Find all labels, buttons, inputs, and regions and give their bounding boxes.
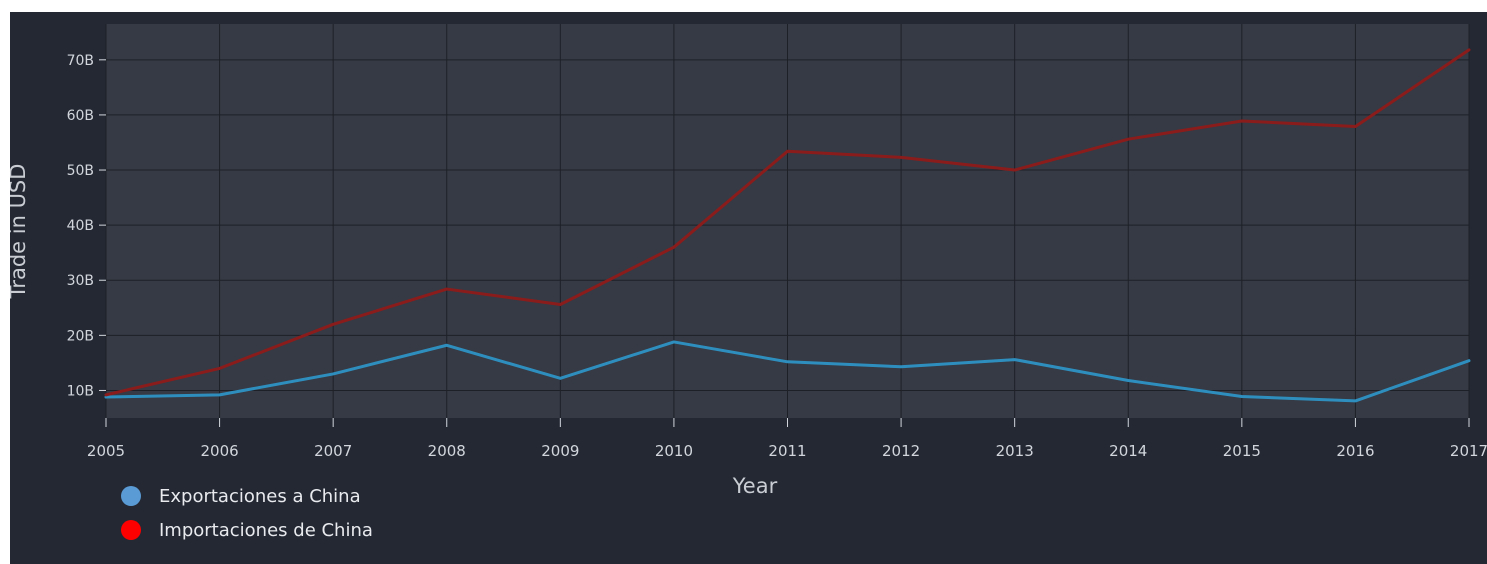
x-tick-label: 2016 [1336,442,1374,460]
x-axis-title: Year [732,474,778,498]
y-tick-label: 20B [67,328,94,344]
series-line-importaciones[interactable] [104,48,1471,397]
series-line-exportaciones[interactable] [104,340,1471,403]
y-tick-label: 60B [67,108,94,124]
x-tick-label: 2005 [87,442,125,460]
y-tick-label: 10B [67,383,94,399]
x-tick-label: 2010 [655,442,693,460]
y-tick-label: 50B [67,163,94,179]
legend-label-importaciones[interactable]: Importaciones de China [159,520,373,541]
x-tick-label: 2009 [541,442,579,460]
legend: Exportaciones a China Importaciones de C… [121,486,373,541]
y-tick-label: 70B [67,53,94,69]
x-tick-label: 2011 [768,442,806,460]
x-tick-label: 2017 [1450,442,1487,460]
y-tick-label: 30B [67,273,94,289]
series-layer [104,48,1471,403]
x-tick-label: 2006 [200,442,238,460]
y-axis-ticks: 10B 20B 30B 40B 50B 60B 70B [67,53,106,399]
x-tick-label: 2012 [882,442,920,460]
x-tick-label: 2007 [314,442,352,460]
y-tick-label: 40B [67,218,94,234]
legend-label-exportaciones[interactable]: Exportaciones a China [159,486,361,507]
x-tick-label: 2008 [428,442,466,460]
legend-marker-importaciones[interactable] [121,520,141,540]
legend-marker-exportaciones[interactable] [121,486,141,506]
x-tick-label: 2013 [996,442,1034,460]
grid-lines [105,24,1470,418]
x-tick-label: 2014 [1109,442,1147,460]
x-tick-label: 2015 [1223,442,1261,460]
y-axis-title: Trade in USD [10,164,30,300]
x-axis-ticks: 2005 2006 2007 2008 2009 2010 2011 2012 2013 2014… [87,418,1487,460]
chart-frame: 10B 20B 30B 40B 50B 60B 70B 2005 2006 2007 2008 20… [10,12,1487,564]
